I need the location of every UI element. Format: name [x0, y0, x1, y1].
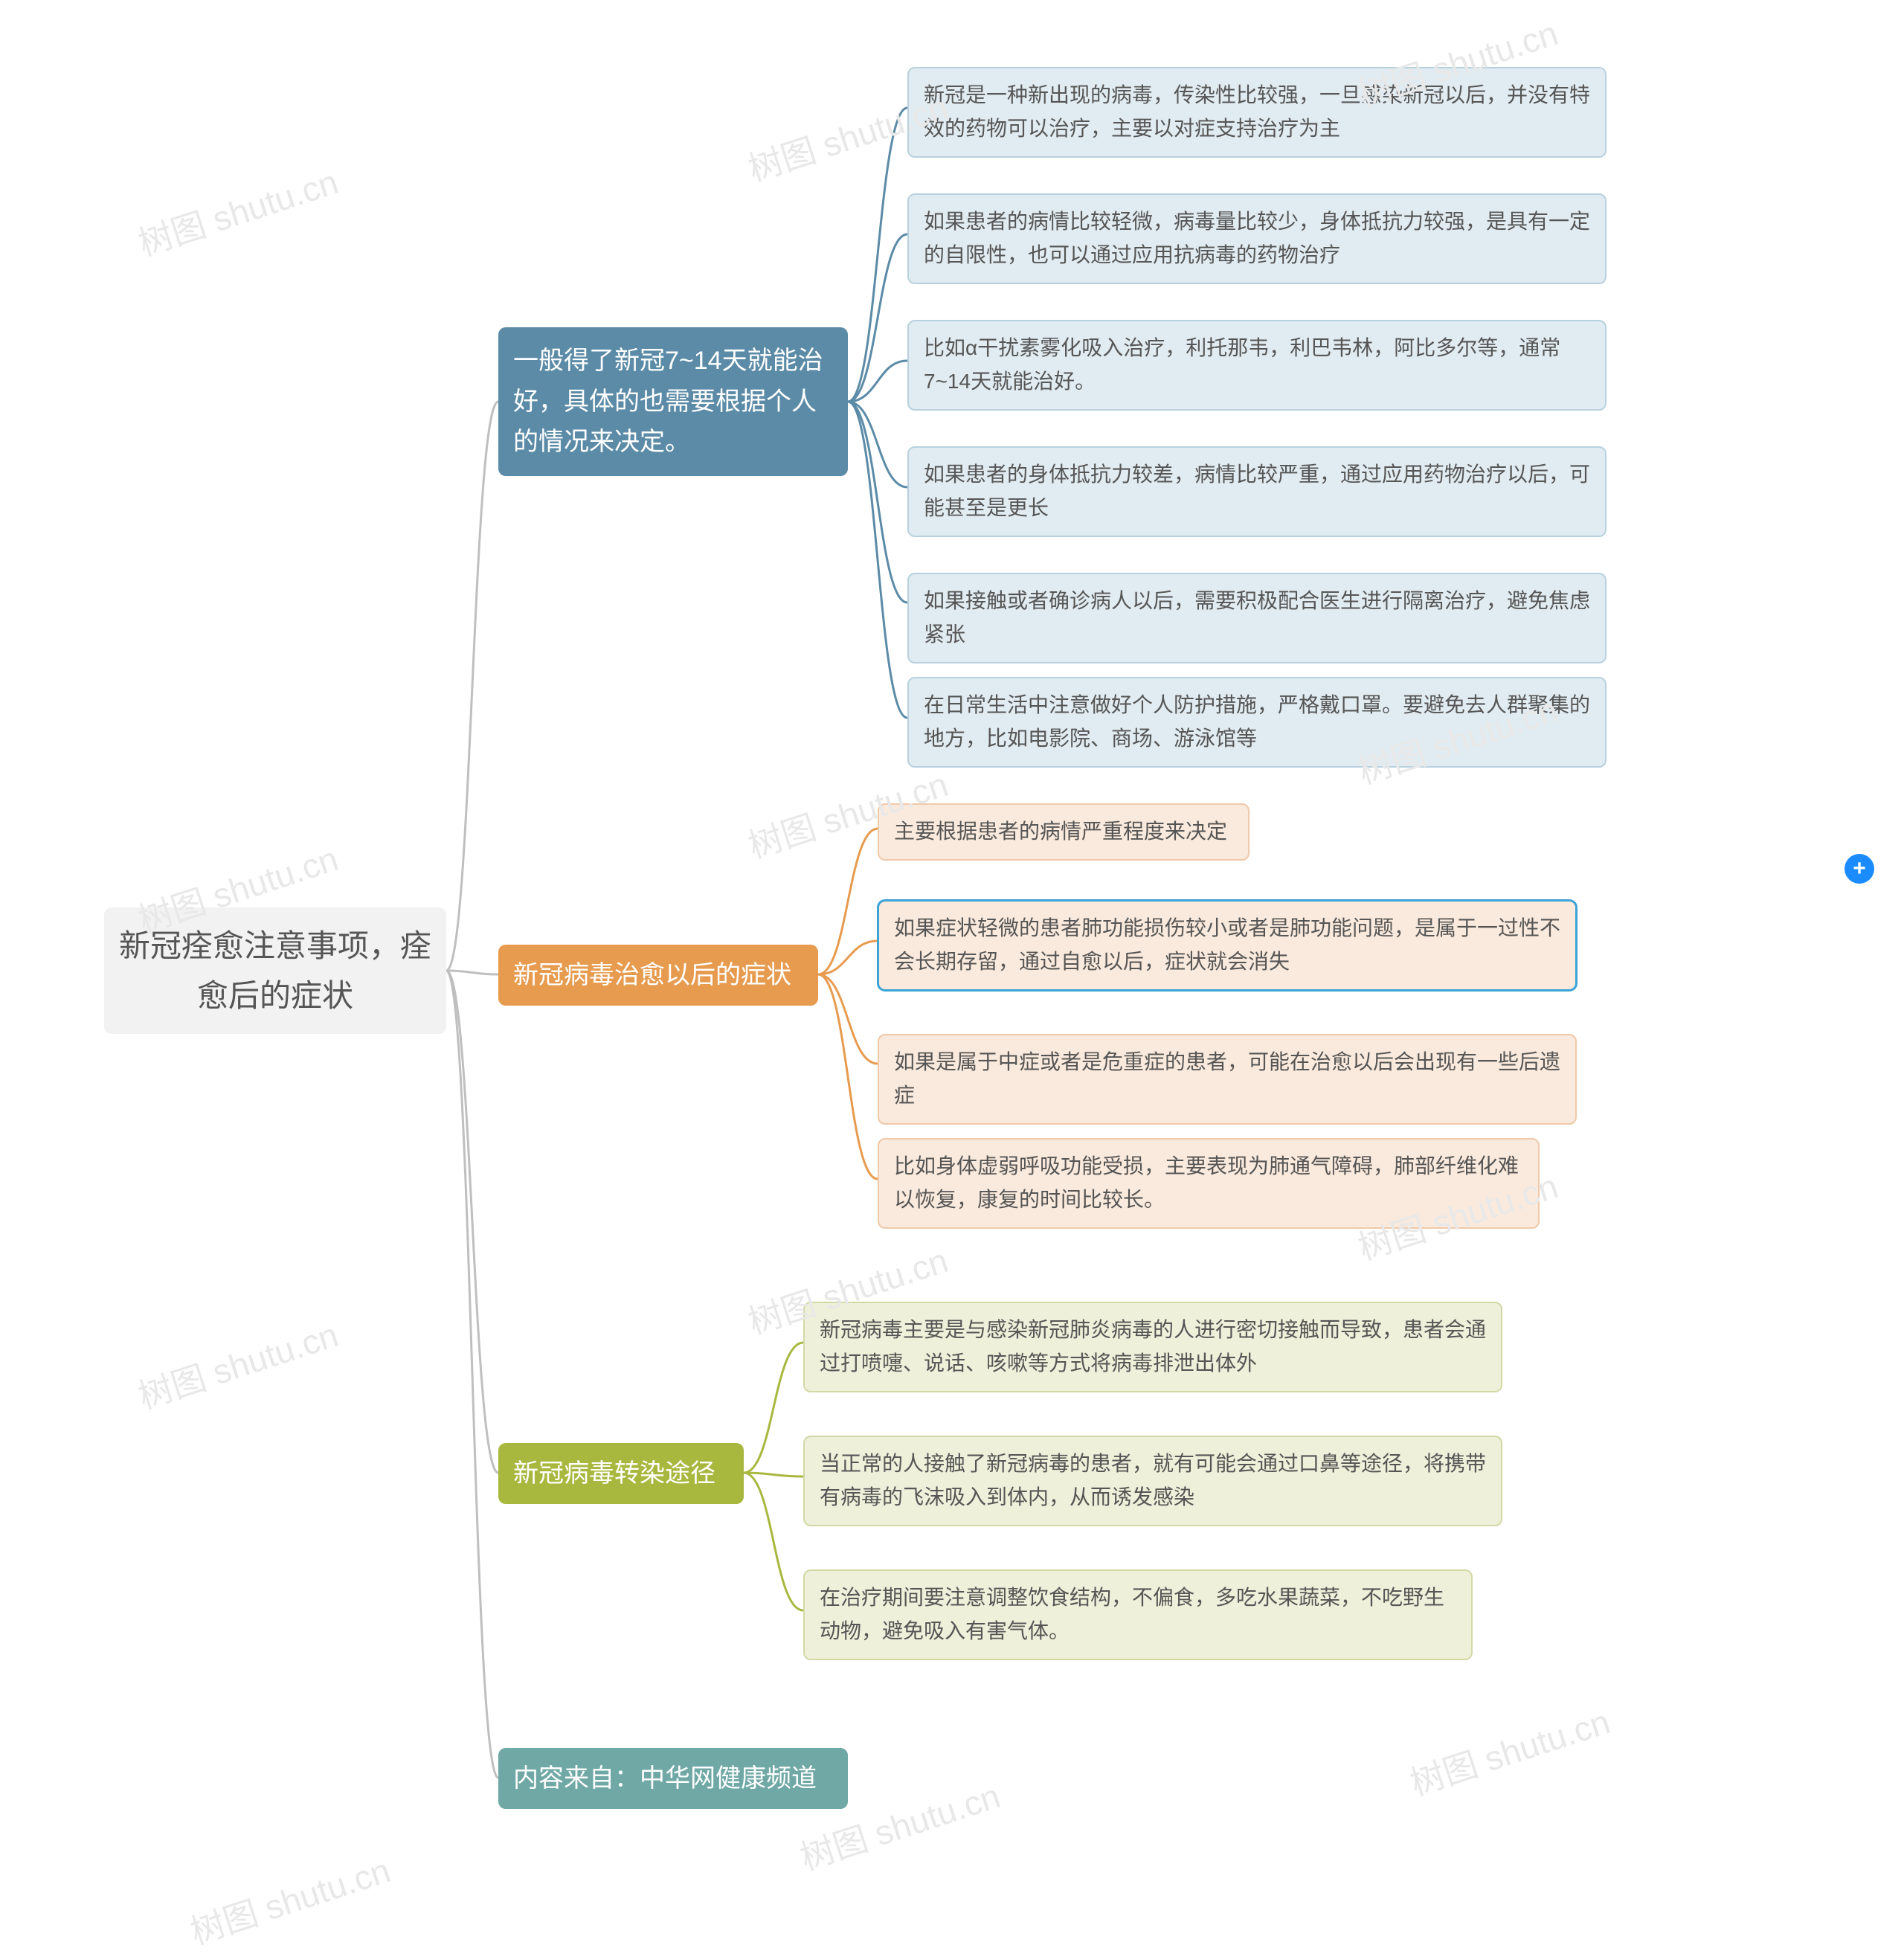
branch-label: 一般得了新冠7~14天就能治好，具体的也需要根据个人的情况来决定。: [513, 341, 833, 462]
leaf-label: 如果接触或者确诊病人以后，需要积极配合医生进行隔离治疗，避免焦虑紧张: [924, 585, 1590, 652]
expand-button[interactable]: +: [1844, 854, 1874, 884]
leaf-b3-0[interactable]: 新冠病毒主要是与感染新冠肺炎病毒的人进行密切接触而导致，患者会通过打喷嚏、说话、…: [803, 1302, 1502, 1392]
leaf-label: 主要根据患者的病情严重程度来决定: [894, 815, 1227, 849]
root-label: 新冠痊愈注意事项，痊愈后的症状: [119, 921, 431, 1021]
branch-source[interactable]: 内容来自：中华网健康频道: [498, 1748, 848, 1809]
leaf-b3-1[interactable]: 当正常的人接触了新冠病毒的患者，就有可能会通过口鼻等途径，将携带有病毒的飞沫吸入…: [803, 1436, 1502, 1526]
watermark: 树图 shutu.cn: [132, 1308, 344, 1419]
leaf-b2-2[interactable]: 如果是属于中症或者是危重症的患者，可能在治愈以后会出现有一些后遗症: [878, 1034, 1577, 1125]
leaf-label: 如果症状轻微的患者肺功能损伤较小或者是肺功能问题，是属于一过性不会长期存留，通过…: [894, 912, 1560, 979]
leaf-label: 如果患者的病情比较轻微，病毒量比较少，身体抵抗力较强，是具有一定的自限性，也可以…: [924, 205, 1590, 272]
plus-icon: +: [1853, 856, 1866, 881]
branch-post-symptoms[interactable]: 新冠病毒治愈以后的症状: [498, 945, 818, 1006]
leaf-label: 在治疗期间要注意调整饮食结构，不偏食，多吃水果蔬菜，不吃野生动物，避免吸入有害气…: [820, 1581, 1456, 1648]
leaf-b1-2[interactable]: 比如α干扰素雾化吸入治疗，利托那韦，利巴韦林，阿比多尔等，通常7~14天就能治好…: [907, 320, 1606, 411]
leaf-label: 如果患者的身体抵抗力较差，病情比较严重，通过应用药物治疗以后，可能甚至是更长: [924, 458, 1590, 525]
mindmap-canvas: 新冠痊愈注意事项，痊愈后的症状 一般得了新冠7~14天就能治好，具体的也需要根据…: [0, 0, 1904, 1940]
branch-label: 新冠病毒治愈以后的症状: [513, 955, 791, 995]
branch-transmission[interactable]: 新冠病毒转染途径: [498, 1443, 744, 1504]
leaf-b1-1[interactable]: 如果患者的病情比较轻微，病毒量比较少，身体抵抗力较强，是具有一定的自限性，也可以…: [907, 193, 1606, 284]
leaf-b1-3[interactable]: 如果患者的身体抵抗力较差，病情比较严重，通过应用药物治疗以后，可能甚至是更长: [907, 446, 1606, 537]
leaf-b2-1-selected[interactable]: 如果症状轻微的患者肺功能损伤较小或者是肺功能问题，是属于一过性不会长期存留，通过…: [878, 900, 1577, 991]
root-node[interactable]: 新冠痊愈注意事项，痊愈后的症状: [104, 907, 446, 1034]
leaf-b1-4[interactable]: 如果接触或者确诊病人以后，需要积极配合医生进行隔离治疗，避免焦虑紧张: [907, 573, 1606, 663]
branch-recovery-time[interactable]: 一般得了新冠7~14天就能治好，具体的也需要根据个人的情况来决定。: [498, 327, 848, 476]
leaf-label: 在日常生活中注意做好个人防护措施，严格戴口罩。要避免去人群聚集的地方，比如电影院…: [924, 689, 1590, 756]
leaf-label: 新冠是一种新出现的病毒，传染性比较强，一旦感染新冠以后，并没有特效的药物可以治疗…: [924, 79, 1590, 146]
leaf-b1-0[interactable]: 新冠是一种新出现的病毒，传染性比较强，一旦感染新冠以后，并没有特效的药物可以治疗…: [907, 67, 1606, 158]
branch-label: 新冠病毒转染途径: [513, 1453, 715, 1494]
leaf-b2-3[interactable]: 比如身体虚弱呼吸功能受损，主要表现为肺通气障碍，肺部纤维化难以恢复，康复的时间比…: [878, 1138, 1540, 1229]
watermark: 树图 shutu.cn: [184, 1844, 396, 1954]
leaf-label: 比如α干扰素雾化吸入治疗，利托那韦，利巴韦林，阿比多尔等，通常7~14天就能治好…: [924, 332, 1590, 399]
leaf-b3-2[interactable]: 在治疗期间要注意调整饮食结构，不偏食，多吃水果蔬菜，不吃野生动物，避免吸入有害气…: [803, 1569, 1473, 1660]
leaf-label: 新冠病毒主要是与感染新冠肺炎病毒的人进行密切接触而导致，患者会通过打喷嚏、说话、…: [820, 1314, 1486, 1381]
branch-label: 内容来自：中华网健康频道: [513, 1758, 817, 1799]
leaf-label: 如果是属于中症或者是危重症的患者，可能在治愈以后会出现有一些后遗症: [894, 1046, 1560, 1113]
watermark: 树图 shutu.cn: [1403, 1695, 1615, 1806]
watermark: 树图 shutu.cn: [132, 155, 344, 266]
leaf-label: 当正常的人接触了新冠病毒的患者，就有可能会通过口鼻等途径，将携带有病毒的飞沫吸入…: [820, 1447, 1486, 1514]
leaf-label: 比如身体虚弱呼吸功能受损，主要表现为肺通气障碍，肺部纤维化难以恢复，康复的时间比…: [894, 1150, 1523, 1217]
leaf-b2-0[interactable]: 主要根据患者的病情严重程度来决定: [878, 803, 1250, 861]
leaf-b1-5[interactable]: 在日常生活中注意做好个人防护措施，严格戴口罩。要避免去人群聚集的地方，比如电影院…: [907, 677, 1606, 768]
